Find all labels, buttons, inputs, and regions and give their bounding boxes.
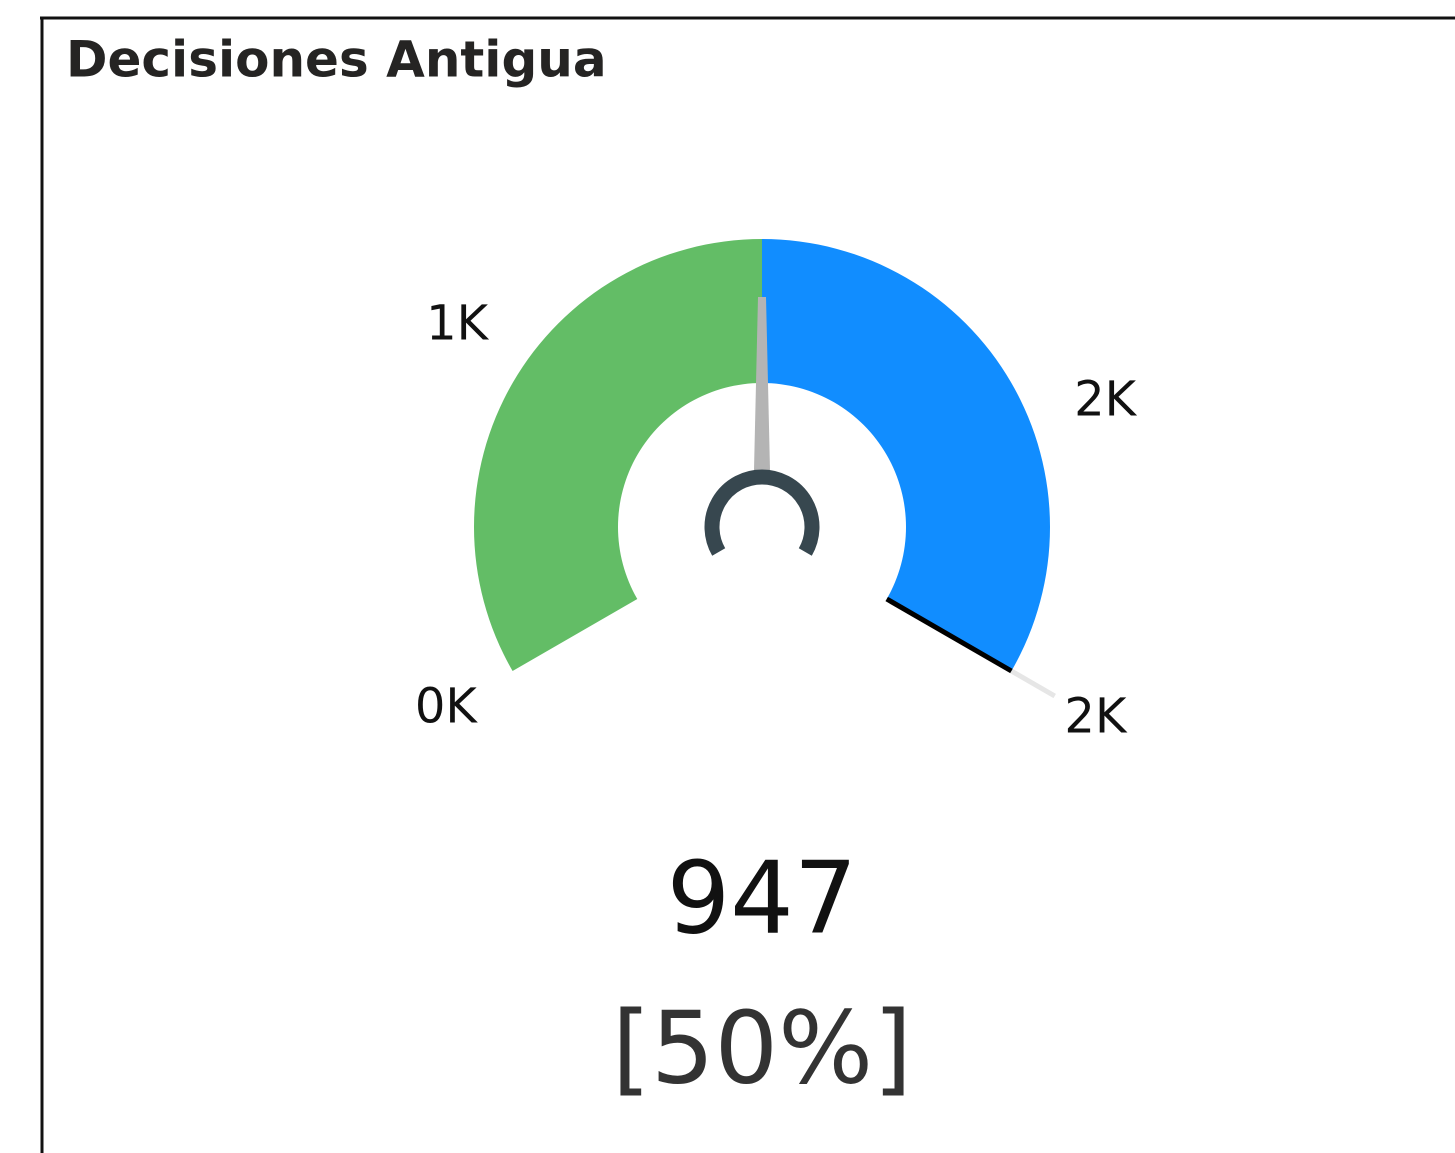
target-line: [885, 596, 1013, 674]
percent-label: [50%]: [612, 989, 912, 1106]
needle: [754, 297, 770, 470]
value-label: 947: [667, 839, 858, 956]
gauge-remaining-arc: [762, 239, 1050, 671]
tick-label: 2K: [1074, 372, 1138, 428]
hub: [704, 469, 820, 556]
tick-label: 1K: [426, 295, 490, 351]
gauge-value-arc: [473, 239, 762, 671]
chart-title: Decisiones Antigua: [66, 31, 607, 89]
target-leader: [1010, 668, 1056, 699]
tick-label: 0K: [415, 679, 479, 735]
target-label: 2K: [1064, 689, 1128, 745]
